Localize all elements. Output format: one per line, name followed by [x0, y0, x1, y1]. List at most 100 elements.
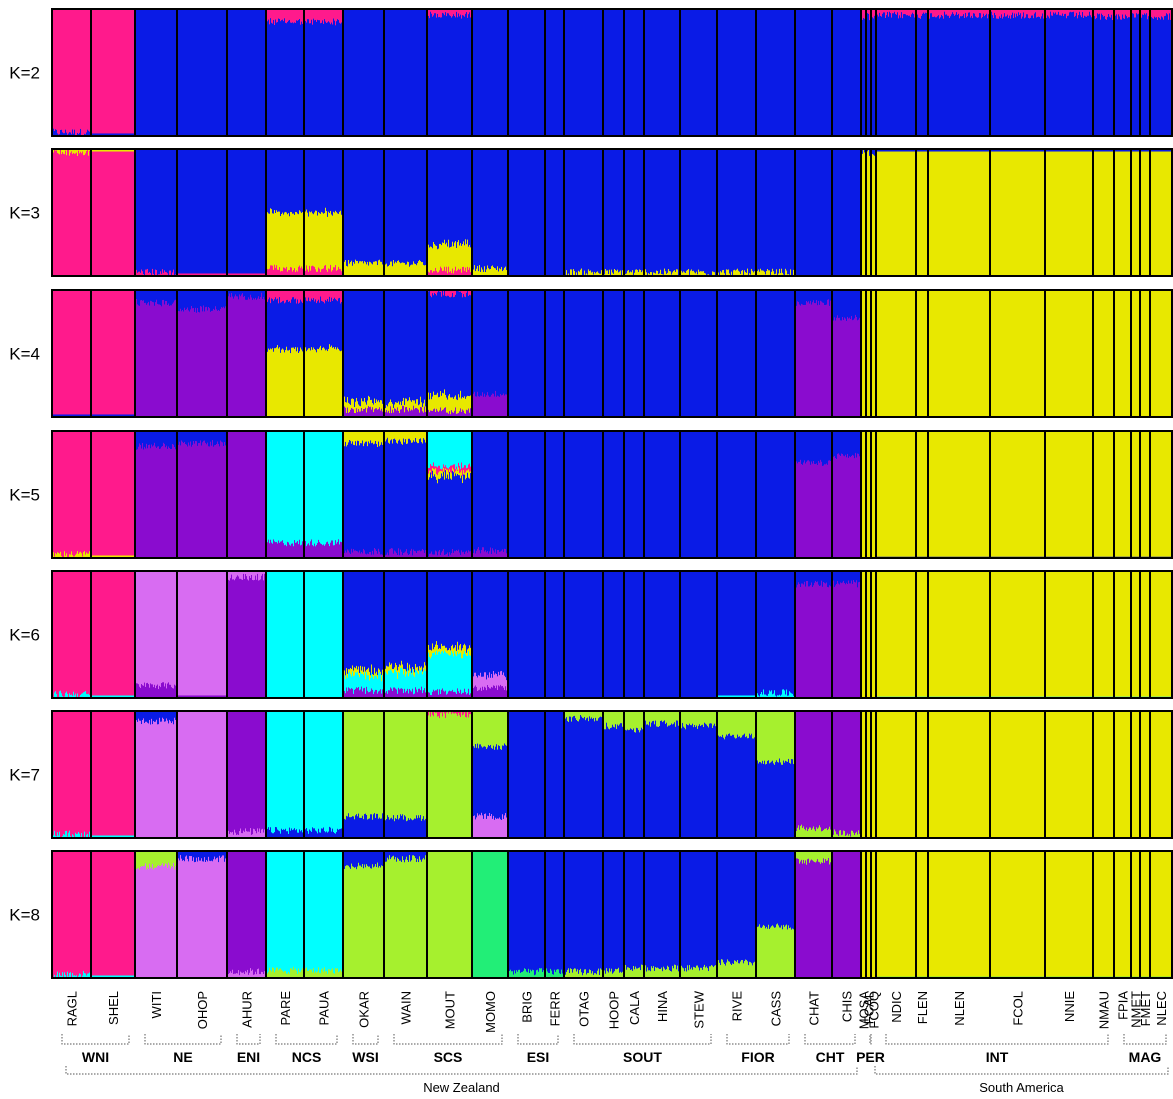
ancestry-segment-blue — [149, 149, 151, 273]
ancestry-segment-purple — [398, 411, 400, 418]
ancestry-segment-purple — [368, 405, 370, 418]
ancestry-segment-yellow — [336, 349, 338, 418]
ancestry-segment-blue — [635, 149, 637, 271]
ancestry-segment-pink — [93, 151, 95, 277]
ancestry-segment-blue — [536, 9, 538, 137]
ancestry-segment-blue — [532, 149, 534, 277]
ancestry-segment-blue — [200, 149, 202, 274]
ancestry-segment-blue — [111, 414, 113, 418]
ancestry-segment-purple — [193, 307, 195, 418]
ancestry-segment-pink — [430, 290, 432, 297]
ancestry-segment-yellow — [317, 348, 319, 418]
ancestry-segment-yellow — [431, 399, 433, 412]
ancestry-segment-pink — [880, 9, 882, 17]
ancestry-segment-pink — [431, 9, 433, 14]
ancestry-segment-blue — [63, 414, 65, 418]
ancestry-segment-blue — [786, 9, 788, 137]
ancestry-segment-yellow — [979, 151, 981, 277]
ancestry-segment-blue — [199, 290, 201, 313]
ancestry-segment-blue — [369, 149, 371, 262]
ancestry-segment-pink — [108, 290, 110, 415]
ancestry-segment-blue — [943, 149, 945, 152]
ancestry-segment-pink — [963, 9, 965, 15]
ancestry-segment-blue — [429, 18, 431, 137]
ancestry-segment-yellow — [270, 348, 272, 418]
ancestry-segment-blue — [792, 149, 794, 276]
ancestry-segment-pink — [1079, 9, 1081, 13]
ancestry-segment-pink — [441, 9, 443, 18]
ancestry-segment-purple — [403, 405, 405, 418]
ancestry-segment-blue — [869, 20, 871, 137]
ancestry-segment-blue — [278, 149, 280, 212]
ancestry-segment-yellow — [1138, 151, 1140, 277]
ancestry-segment-blue — [854, 9, 856, 137]
ancestry-segment-yellow — [344, 396, 346, 407]
ancestry-segment-pink — [285, 268, 287, 277]
ancestry-segment-blue — [740, 9, 742, 137]
ancestry-segment-yellow — [949, 151, 951, 277]
ancestry-segment-purple — [247, 299, 249, 418]
ancestry-segment-pink — [103, 151, 105, 277]
ancestry-segment-yellow — [956, 151, 958, 277]
population-bar-nlec — [1150, 9, 1173, 137]
ancestry-segment-pink — [1122, 9, 1124, 15]
ancestry-segment-yellow — [377, 265, 379, 277]
ancestry-segment-pink — [315, 290, 317, 300]
ancestry-segment-pink — [948, 9, 950, 17]
ancestry-segment-blue — [198, 290, 200, 313]
ancestry-segment-pink — [902, 9, 904, 19]
ancestry-segment-blue — [465, 149, 467, 240]
ancestry-segment-blue — [468, 149, 470, 247]
ancestry-segment-blue — [791, 9, 793, 137]
ancestry-segment-yellow — [501, 266, 503, 277]
ancestry-segment-blue — [391, 149, 393, 262]
ancestry-segment-blue — [1085, 16, 1087, 137]
ancestry-segment-blue — [701, 149, 703, 272]
ancestry-segment-yellow — [437, 392, 439, 412]
ancestry-segment-blue — [705, 149, 707, 274]
ancestry-segment-blue — [829, 149, 831, 277]
ancestry-segment-blue — [249, 290, 251, 300]
ancestry-segment-pink — [295, 290, 297, 299]
ancestry-segment-blue — [310, 301, 312, 351]
ancestry-segment-blue — [1065, 13, 1067, 137]
ancestry-segment-yellow — [268, 213, 270, 270]
ancestry-segment-yellow — [1072, 151, 1074, 277]
ancestry-segment-pink — [278, 9, 280, 19]
ancestry-segment-yellow — [376, 261, 378, 277]
ancestry-segment-purple — [245, 299, 247, 418]
ancestry-segment-purple — [154, 305, 156, 418]
ancestry-segment-purple — [203, 305, 205, 418]
ancestry-segment-pink — [863, 9, 865, 19]
ancestry-segment-blue — [750, 9, 752, 137]
ancestry-segment-purple — [420, 406, 422, 418]
ancestry-segment-blue — [120, 414, 122, 418]
ancestry-segment-blue — [452, 16, 454, 137]
ancestry-segment-yellow — [331, 345, 333, 418]
ancestry-segment-blue — [208, 149, 210, 274]
ancestry-segment-pink — [1027, 9, 1029, 15]
ancestry-segment-yellow — [324, 348, 326, 418]
ancestry-segment-blue — [920, 149, 922, 152]
ancestry-segment-pink — [1095, 9, 1097, 20]
ancestry-segment-blue — [398, 149, 400, 261]
ancestry-segment-pink — [447, 273, 449, 277]
ancestry-segment-yellow — [330, 346, 332, 418]
ancestry-segment-purple — [379, 407, 381, 418]
ancestry-segment-blue — [439, 149, 441, 245]
ancestry-segment-blue — [541, 9, 543, 137]
ancestry-segment-pink — [313, 9, 315, 19]
ancestry-segment-yellow — [628, 269, 630, 277]
ancestry-segment-yellow — [479, 265, 481, 277]
ancestry-segment-pink — [75, 290, 77, 415]
ancestry-segment-blue — [257, 149, 259, 274]
ancestry-segment-blue — [1155, 149, 1157, 152]
ancestry-segment-yellow — [311, 347, 313, 418]
ancestry-segment-blue — [258, 290, 260, 297]
ancestry-segment-blue — [1008, 149, 1010, 152]
ancestry-segment-blue — [345, 149, 347, 261]
ancestry-segment-blue — [224, 290, 226, 309]
ancestry-segment-blue — [645, 9, 647, 137]
ancestry-segment-blue — [568, 9, 570, 137]
ancestry-segment-pink — [190, 273, 192, 277]
